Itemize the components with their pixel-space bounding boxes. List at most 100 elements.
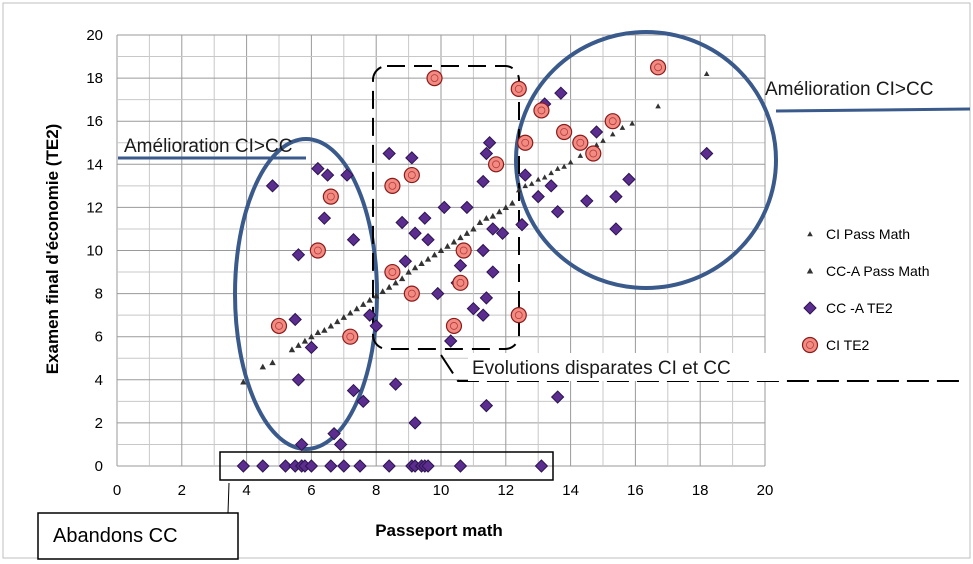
x-tick-label: 8 [372,482,380,499]
point-cc-a-pass-math [327,322,335,329]
series-cc-a-pass-math [240,199,516,385]
grid [116,34,766,467]
point-ci-pass-math [577,152,584,158]
middle-dashed-box [372,65,520,350]
point-ci-te2 [270,317,288,335]
y-axis-title: Examen final d'économie (TE2) [43,124,62,375]
y-tick-label: 16 [86,113,103,130]
point-cc-a-te2 [408,416,422,430]
point-cc-a-te2 [340,168,354,182]
point-cc-a-te2 [337,459,351,473]
legend-label: CI TE2 [826,337,870,353]
legend-label: CC-A Pass Math [826,263,929,279]
point-cc-a-te2 [327,426,341,441]
series-cc-a-te2 [236,86,714,473]
legend-marker-ci-te2 [801,336,819,354]
point-ci-te2 [510,307,527,324]
data-points [236,59,714,473]
point-cc-a-te2 [466,301,481,316]
x-tick-label: 10 [433,482,450,499]
point-cc-a-te2 [311,161,325,176]
point-cc-a-te2 [395,215,409,230]
legend-item-cc-a-pass-math: CC-A Pass Math [806,263,929,279]
point-cc-a-pass-math [269,359,276,366]
legend-marker-cc-a-te2 [803,301,817,315]
point-cc-a-te2 [236,459,251,473]
point-cc-a-pass-math [295,342,302,348]
point-ci-te2 [533,102,550,119]
point-cc-a-te2 [421,233,435,247]
point-cc-a-pass-math [347,309,354,316]
legend-item-ci-pass-math: CI Pass Math [807,226,910,242]
legend-marker-ci-pass-math [807,231,813,237]
y-tick-label: 20 [86,27,103,44]
point-cc-a-te2 [554,86,568,100]
point-ci-pass-math [655,103,661,109]
point-cc-a-pass-math [308,333,315,340]
point-cc-a-pass-math [457,234,464,241]
point-ci-te2 [510,80,527,97]
point-cc-a-pass-math [392,279,399,286]
point-cc-a-te2 [550,390,565,404]
point-cc-a-te2 [453,459,468,473]
point-cc-a-te2 [580,194,594,208]
point-cc-a-te2 [405,151,419,165]
point-ci-te2 [322,188,339,205]
x-tick-label: 2 [178,482,186,499]
point-cc-a-pass-math [314,329,322,335]
point-cc-a-pass-math [405,268,412,275]
point-cc-a-pass-math [418,260,425,266]
legend-item-cc-a-te2: CC -A TE2 [803,300,893,316]
point-ci-te2 [455,242,472,259]
point-ci-te2 [309,242,326,259]
point-ci-pass-math [609,131,616,137]
annotation-middle-text: Evolutions disparates CI et CC [472,358,731,379]
bottom-callout-arrow [227,482,230,514]
point-cc-a-te2 [486,222,500,236]
x-tick-label: 16 [627,482,644,499]
point-cc-a-pass-math [476,219,484,226]
point-cc-a-te2 [479,291,494,305]
point-ci-te2 [517,134,534,151]
point-cc-a-pass-math [424,255,432,262]
point-cc-a-te2 [353,459,367,473]
point-ci-te2 [572,134,589,151]
legend: CI Pass Math CC-A Pass Math CC -A TE2 CI TE… [801,226,929,354]
y-tick-label: 12 [86,199,103,216]
point-cc-a-pass-math [398,275,406,282]
point-cc-a-pass-math [431,251,438,258]
point-cc-a-te2 [294,437,309,452]
point-cc-a-te2 [460,200,474,215]
point-ci-te2 [649,59,667,76]
point-cc-a-pass-math [240,378,247,385]
point-cc-a-te2 [421,459,435,473]
x-tick-labels: 0 2 4 6 8 10 12 14 16 18 20 [113,482,774,499]
point-cc-a-te2 [486,265,500,279]
point-cc-a-te2 [550,205,565,219]
x-tick-label: 0 [113,482,121,499]
y-tick-label: 10 [86,243,103,260]
point-ci-pass-math [554,165,561,171]
legend-label: CC -A TE2 [826,300,893,316]
point-cc-a-pass-math [411,264,419,271]
point-ci-pass-math [528,180,535,186]
point-cc-a-te2 [288,312,302,327]
annotation-middle-bg [468,353,782,381]
point-ci-pass-math [522,183,529,189]
point-ci-pass-math [561,163,567,169]
point-ci-te2 [384,177,401,194]
point-cc-a-te2 [476,308,490,322]
point-cc-a-te2 [431,286,445,301]
point-ci-te2 [585,145,602,162]
point-cc-a-pass-math [334,318,341,325]
point-cc-a-te2 [437,200,451,215]
x-tick-label: 20 [757,482,774,499]
point-cc-a-te2 [531,189,545,204]
point-cc-a-pass-math [470,225,477,232]
point-cc-a-te2 [382,459,396,473]
point-cc-a-pass-math [437,247,445,254]
point-ci-te2 [604,113,621,130]
point-cc-a-pass-math [373,292,380,299]
point-cc-a-pass-math [360,301,367,307]
point-cc-a-pass-math [444,242,451,249]
